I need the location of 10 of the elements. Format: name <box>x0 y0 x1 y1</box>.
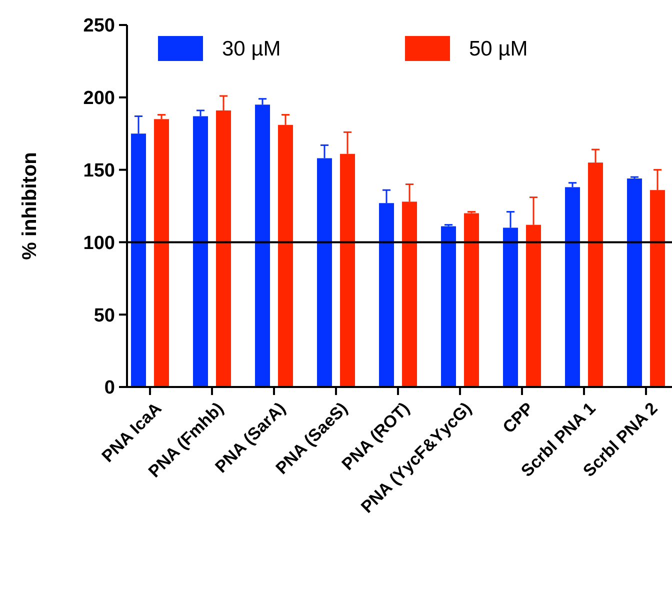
x-tick-label: CPP <box>499 398 538 437</box>
y-tick-label: 250 <box>83 16 115 37</box>
legend-label: 30 µM <box>222 37 281 60</box>
y-tick-label: 50 <box>94 305 115 326</box>
y-tick-label: 100 <box>83 232 115 254</box>
y-tick-label: 0 <box>104 378 115 399</box>
y-axis-title: % inhibiton <box>19 152 41 260</box>
y-tick-label: 150 <box>83 160 115 182</box>
y-tick-label: 200 <box>83 88 115 110</box>
legend-label: 50 µM <box>469 37 528 60</box>
